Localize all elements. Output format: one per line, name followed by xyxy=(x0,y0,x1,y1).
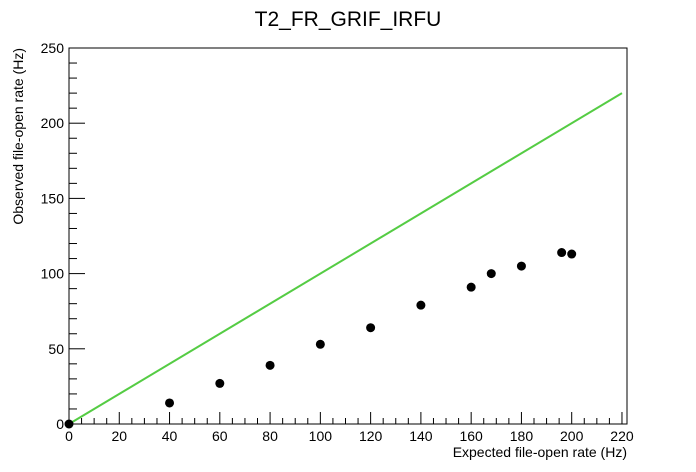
plot-frame xyxy=(68,47,628,425)
x-tick-label: 200 xyxy=(560,428,584,444)
x-tick-label: 40 xyxy=(162,428,178,444)
x-tick-label: 220 xyxy=(610,428,634,444)
y-tick-label: 50 xyxy=(48,341,64,357)
x-tick-label: 100 xyxy=(309,428,333,444)
reference-line xyxy=(68,92,623,425)
data-point xyxy=(215,378,225,388)
x-axis-ticks: 0 20 40 60 80 100 120 140 160 180 200 220 xyxy=(65,412,634,444)
data-point xyxy=(557,248,567,258)
data-point xyxy=(64,419,74,429)
data-point xyxy=(165,398,175,408)
y-tick-label: 250 xyxy=(41,40,65,56)
y-tick-label: 100 xyxy=(41,266,65,282)
y-axis-title: Observed file-open rate (Hz) xyxy=(10,48,26,225)
y-axis-ticks: 0 50 100 150 200 250 xyxy=(41,40,85,432)
x-axis-title: Expected file-open rate (Hz) xyxy=(453,444,627,460)
data-point xyxy=(486,269,496,279)
x-tick-label: 120 xyxy=(359,428,383,444)
y-tick-label: 0 xyxy=(56,416,64,432)
chart-title: T2_FR_GRIF_IRFU xyxy=(255,8,442,31)
x-tick-label: 140 xyxy=(409,428,433,444)
y-tick-label: 200 xyxy=(41,115,65,131)
x-tick-label: 80 xyxy=(262,428,278,444)
x-tick-label: 180 xyxy=(510,428,534,444)
data-point xyxy=(315,339,325,349)
data-point xyxy=(466,282,476,292)
data-point xyxy=(416,300,426,310)
data-point xyxy=(567,249,577,259)
data-point xyxy=(366,323,376,333)
y-tick-label: 150 xyxy=(41,190,65,206)
data-point xyxy=(516,261,526,271)
x-tick-label: 0 xyxy=(65,428,73,444)
x-tick-label: 60 xyxy=(212,428,228,444)
series-layer xyxy=(64,92,623,429)
x-tick-label: 160 xyxy=(459,428,483,444)
data-point xyxy=(265,360,275,370)
x-tick-label: 20 xyxy=(111,428,127,444)
